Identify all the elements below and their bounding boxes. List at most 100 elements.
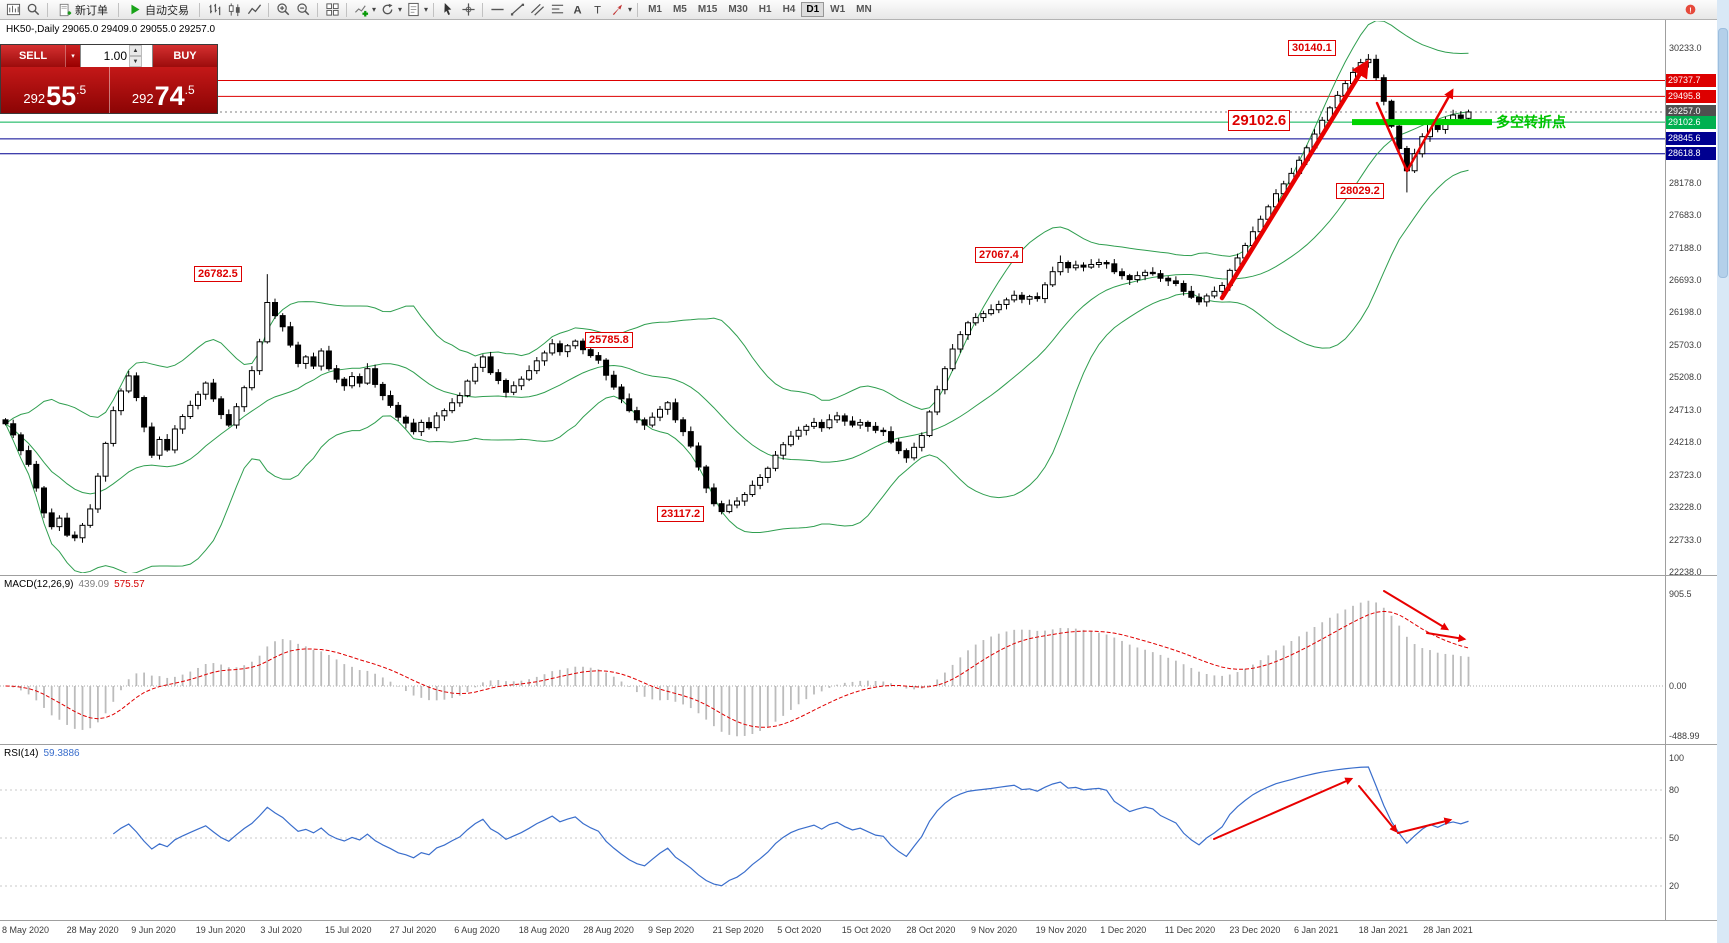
chevron-down-icon[interactable]: ▾	[628, 4, 633, 14]
rsi-flat-arrow	[1397, 817, 1453, 834]
lot-field: ▲ ▼	[80, 45, 153, 67]
date-label: 9 Nov 2020	[971, 925, 1018, 935]
chart-cycle-icon[interactable]	[378, 2, 396, 18]
date-axis[interactable]: 8 May 2020 28 May 2020 9 Jun 2020 19 Jun 20…	[0, 921, 1717, 943]
annotation-price-label[interactable]: 30140.1	[1288, 40, 1336, 56]
timeframe-button-m1[interactable]: M1	[643, 2, 667, 17]
date-label: 28 Jan 2021	[1423, 925, 1473, 935]
timeframe-button-m30[interactable]: M30	[723, 2, 752, 17]
timeframe-button-w1[interactable]: W1	[825, 2, 850, 17]
date-label: 28 May 2020	[66, 925, 119, 935]
chart-search-icon[interactable]	[24, 2, 42, 18]
date-label: 9 Jun 2020	[131, 925, 176, 935]
zoom-out-icon[interactable]	[294, 2, 312, 18]
date-label: 11 Dec 2020	[1164, 925, 1216, 935]
turning-point-text[interactable]: 多空转折点	[1496, 114, 1566, 130]
rally-arrow	[1219, 59, 1369, 301]
chevron-down-icon[interactable]: ▾	[398, 4, 403, 14]
timeframe-button-h4[interactable]: H4	[778, 2, 801, 17]
price-tag: 29737.7	[1666, 73, 1716, 87]
price-tick: 26693.0	[1669, 275, 1702, 285]
price-tag: 28618.8	[1666, 147, 1716, 161]
news-alert-icon[interactable]: !	[1681, 2, 1699, 18]
autotrading-button[interactable]: 自动交易	[124, 1, 194, 19]
crosshair-icon[interactable]	[459, 2, 477, 18]
rsi-panel-separator[interactable]	[0, 744, 1717, 745]
date-axis-separator	[0, 920, 1717, 921]
text-label-icon[interactable]: A	[568, 2, 586, 18]
timeframe-button-h1[interactable]: H1	[754, 2, 777, 17]
date-label: 9 Sep 2020	[648, 925, 695, 935]
line-chart-icon[interactable]	[245, 2, 263, 18]
annotation-price-label[interactable]: 23117.2	[657, 506, 705, 522]
date-label: 19 Nov 2020	[1035, 925, 1087, 935]
new-chart-icon[interactable]	[4, 2, 22, 18]
pullback-zigzag	[1375, 88, 1454, 173]
vertical-scrollbar[interactable]	[1717, 0, 1729, 943]
text-icon[interactable]: T	[588, 2, 606, 18]
price-tick: 28178.0	[1669, 177, 1702, 188]
timeframe-group: M1 M5 M15 M30 H1 H4 D1 W1 MN	[643, 2, 877, 17]
timeframe-button-m5[interactable]: M5	[668, 2, 692, 17]
price-tick: 27188.0	[1669, 242, 1702, 253]
rsi-scale-value: 80	[1669, 785, 1680, 795]
timeframe-button-d1[interactable]: D1	[801, 2, 825, 17]
macd-scale-value: -488.99	[1669, 730, 1700, 741]
price-tick: 30233.0	[1669, 43, 1702, 53]
timeframe-button-mn[interactable]: MN	[851, 2, 877, 17]
annotation-price-label[interactable]: 26782.5	[194, 266, 242, 282]
price-tick: 22733.0	[1669, 534, 1702, 545]
date-label: 19 Jun 2020	[195, 925, 246, 935]
toolbar-separator	[268, 2, 269, 17]
annotation-price-label[interactable]: 29102.6	[1228, 110, 1291, 131]
rsi-scale-value: 50	[1669, 833, 1680, 843]
indicators-icon[interactable]	[352, 2, 370, 18]
lot-decrease-button[interactable]: ▼	[129, 56, 142, 67]
tile-windows-icon[interactable]	[323, 2, 341, 18]
macd-name: MACD(12,26,9)	[4, 579, 74, 590]
horizontal-lines[interactable]	[0, 79, 1665, 155]
macd-panel-separator[interactable]	[0, 575, 1717, 576]
arrows-tool-icon[interactable]	[608, 2, 626, 18]
lot-increase-button[interactable]: ▲	[129, 45, 142, 56]
fibonacci-icon[interactable]	[548, 2, 566, 18]
buy-price-big: 74	[154, 81, 185, 112]
buy-price[interactable]: 292 74 .5	[108, 67, 218, 113]
sell-options-chevron[interactable]: ▾	[65, 45, 80, 67]
scrollbar-thumb[interactable]	[1718, 28, 1728, 278]
sell-button[interactable]: SELL	[1, 45, 65, 67]
sell-price[interactable]: 292 55 .5	[1, 67, 109, 113]
cursor-icon[interactable]	[439, 2, 457, 18]
chevron-down-icon[interactable]: ▾	[372, 4, 377, 14]
new-order-label: 新订单	[75, 4, 108, 17]
annotation-price-label[interactable]: 27067.4	[975, 247, 1023, 263]
price-tag: 29495.8	[1666, 89, 1716, 103]
macd-down-arrow	[1383, 590, 1450, 631]
macd-histogram	[12, 600, 1470, 737]
trendline-icon[interactable]	[508, 2, 526, 18]
horizontal-line-icon[interactable]	[488, 2, 506, 18]
date-label: 8 May 2020	[2, 925, 50, 935]
support-segment[interactable]	[1352, 119, 1492, 126]
macd-main-value: 439.09	[78, 579, 110, 590]
timeframe-button-m15[interactable]: M15	[693, 2, 722, 17]
price-tick: 23228.0	[1669, 502, 1702, 513]
candlestick-chart-icon[interactable]	[225, 2, 243, 18]
zoom-in-icon[interactable]	[274, 2, 292, 18]
new-order-button[interactable]: 新订单	[53, 1, 113, 19]
price-tick: 26198.0	[1669, 307, 1702, 318]
annotation-price-label[interactable]: 25785.8	[585, 332, 633, 348]
macd-scale-value: 905.5	[1669, 589, 1692, 599]
bar-chart-icon[interactable]	[205, 2, 223, 18]
date-label: 21 Sep 2020	[712, 925, 764, 935]
chevron-down-icon[interactable]: ▾	[424, 4, 429, 14]
trend-annotations[interactable]	[1213, 59, 1467, 840]
lot-size-input[interactable]	[81, 45, 129, 67]
annotation-price-label[interactable]: 28029.2	[1336, 183, 1384, 199]
toolbar-separator	[637, 2, 639, 17]
buy-button[interactable]: BUY	[153, 45, 217, 67]
equidistant-channel-icon[interactable]	[528, 2, 546, 18]
date-label: 28 Aug 2020	[583, 925, 634, 935]
templates-icon[interactable]	[404, 2, 422, 18]
